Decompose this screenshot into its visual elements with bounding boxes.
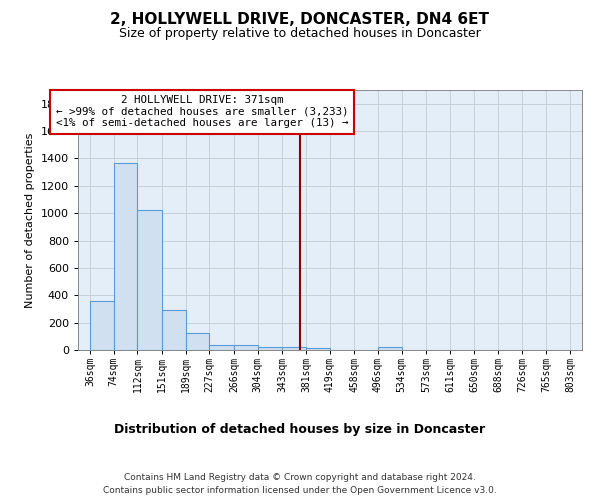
Bar	[234, 345, 257, 350]
Bar	[137, 210, 162, 350]
Bar	[306, 348, 329, 350]
Text: Size of property relative to detached houses in Doncaster: Size of property relative to detached ho…	[119, 28, 481, 40]
Text: Contains HM Land Registry data © Crown copyright and database right 2024.: Contains HM Land Registry data © Crown c…	[124, 472, 476, 482]
Text: 2, HOLLYWELL DRIVE, DONCASTER, DN4 6ET: 2, HOLLYWELL DRIVE, DONCASTER, DN4 6ET	[110, 12, 490, 28]
Bar	[282, 348, 306, 350]
Bar	[257, 346, 282, 350]
Bar	[113, 163, 137, 350]
Text: 2 HOLLYWELL DRIVE: 371sqm
← >99% of detached houses are smaller (3,233)
<1% of s: 2 HOLLYWELL DRIVE: 371sqm ← >99% of deta…	[56, 95, 348, 128]
Bar	[209, 344, 234, 350]
Text: Distribution of detached houses by size in Doncaster: Distribution of detached houses by size …	[115, 422, 485, 436]
Bar	[90, 302, 113, 350]
Text: Contains public sector information licensed under the Open Government Licence v3: Contains public sector information licen…	[103, 486, 497, 495]
Bar	[185, 333, 209, 350]
Bar	[162, 310, 185, 350]
Y-axis label: Number of detached properties: Number of detached properties	[25, 132, 35, 308]
Bar	[378, 348, 401, 350]
